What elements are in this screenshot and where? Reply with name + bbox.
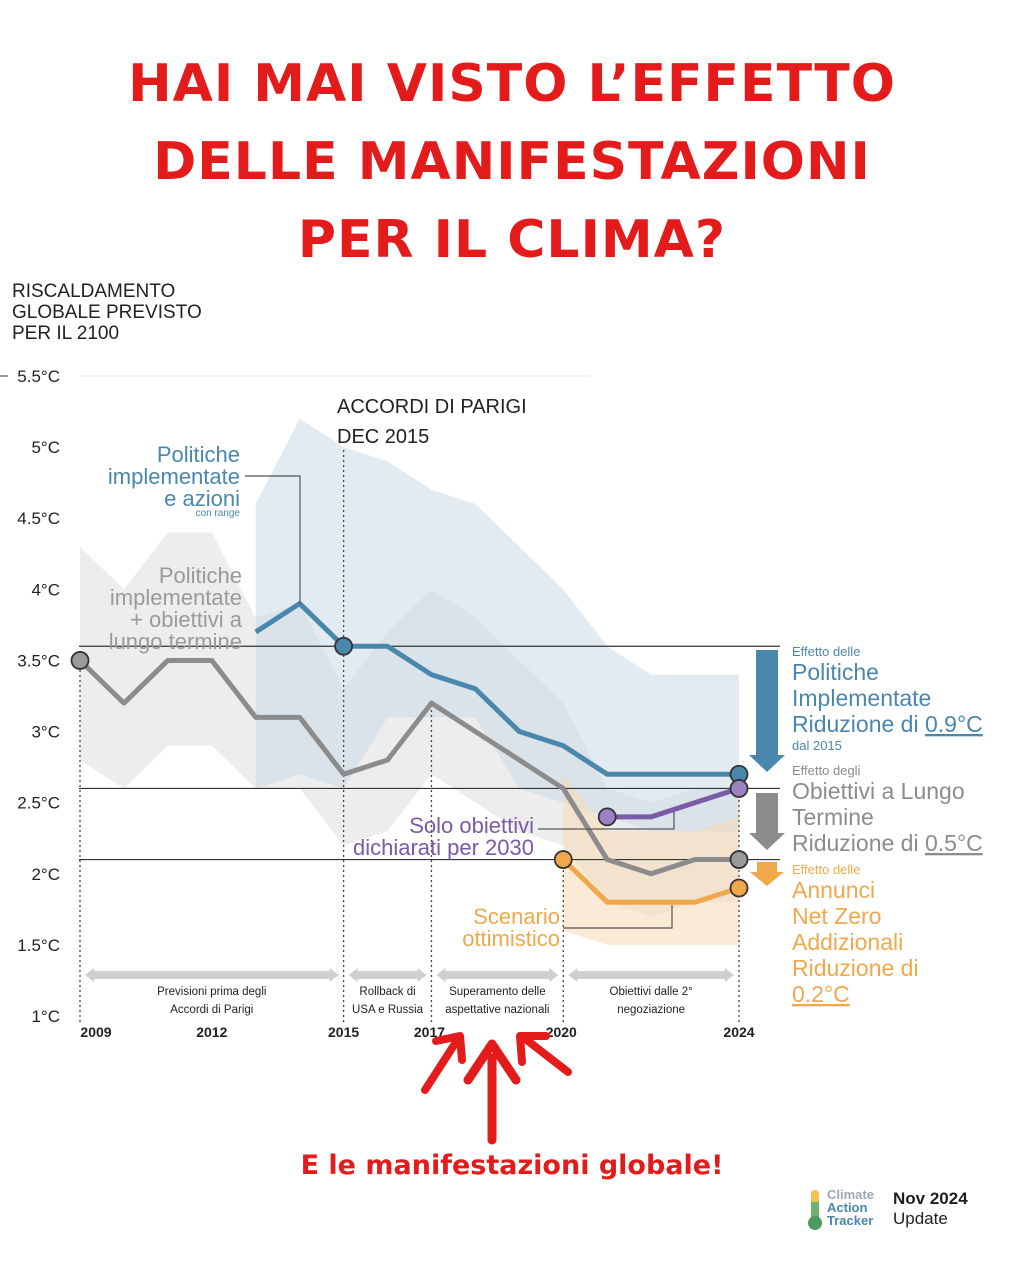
orange-series-label: Scenario [473,904,560,929]
period-arrow [85,968,339,982]
headline-line-2: DELLE MANIFESTAZIONI [153,132,871,192]
gray-effect-reduction-value: 0.5°C [925,830,983,856]
logo-line-3: Tracker [827,1213,874,1228]
orange-series-line [561,857,740,905]
period-arrow [568,968,734,982]
x-tick-label: 2020 [546,1024,577,1040]
y-tick-label: 3°C [31,723,60,742]
gray-start-marker [70,651,90,670]
orange-effect-body: Annunci [792,877,875,903]
period-label: Previsioni prima degli [157,986,266,998]
update-word: Update [893,1209,948,1228]
gray-effect-body: Obiettivi a Lungo [792,778,965,804]
y-axis-title-line: GLOBALE PREVISTO [12,302,202,323]
blue-series-sublabel: con range [196,508,241,519]
blue-series-line [254,601,739,777]
orange-effect-body: Riduzione di [792,955,919,981]
period-label: Obiettivi dalle 2° [610,986,693,998]
red-arrow-right-head [516,1032,550,1066]
purple-series-line [607,786,740,820]
y-tick-label: 1°C [31,1007,60,1026]
orange-series-label: ottimistico [462,926,560,951]
y-tick-label: 5°C [31,438,60,457]
logo-line-1: Climate [827,1187,874,1202]
red-arrow-left [421,1038,460,1094]
cat-logo-text: Climate Action Tracker [827,1188,874,1227]
period-label: Superamento delle [449,986,546,998]
y-tick-label: 2.5°C [17,794,60,813]
blue-effect-reduction-text: Riduzione di 0.9°C [792,711,983,737]
cta-text: E le manifestazioni globale! [300,1150,724,1181]
paris-annotation-line: DEC 2015 [337,426,429,448]
gray-series-line [78,657,739,877]
blue-effect-reduction-value: 0.9°C [925,711,983,737]
x-tick-label: 2015 [328,1024,359,1040]
orange-effect-body: Net Zero [792,903,881,929]
red-arrow-left-head [432,1032,466,1064]
update-label: Nov 2024 Update [893,1189,968,1229]
x-tick-label: 2009 [80,1024,111,1040]
x-tick-label: 2012 [196,1024,227,1040]
blue-paris-marker [334,636,354,656]
blue-range-band [255,418,739,832]
period-arrow [348,968,427,982]
gray-reduction-arrow [749,793,785,850]
gray-effect-reduction-text: Riduzione di 0.5°C [792,830,983,856]
orange-label-leader [563,905,673,929]
x-tick-label: 2017 [414,1024,445,1040]
gray-series-label: + obiettivi a [130,607,243,632]
blue-series-label: Politiche [157,442,240,467]
blue-effect-body: Implementate [792,685,931,711]
blue-effect-post: dal 2015 [792,738,842,753]
blue-effect-body: Politiche [792,659,879,685]
gray-series-label: Politiche [159,563,242,588]
period-label: negoziazione [617,1004,685,1016]
purple-end-marker [729,779,749,798]
y-axis-title-line: RISCALDAMENTO [12,281,175,302]
orange-reduction-arrow [750,862,784,886]
paris-annotation-line: ACCORDI DI PARIGI [337,396,527,418]
y-tick-label: 4.5°C [17,509,60,528]
y-axis-title-line: PER IL 2100 [12,323,119,344]
orange-end-marker [729,878,749,898]
x-tick-label: 2024 [723,1024,754,1040]
orange-effect-reduction-value: 0.2°C [792,981,850,1007]
logo-line-2: Action [827,1200,868,1215]
blue-label-leader [245,475,301,604]
y-tick-label: 4°C [31,580,60,599]
period-label: Rollback di [359,986,415,998]
red-arrow-right [524,1037,572,1076]
purple-series-label: dichiarati per 2030 [353,835,534,860]
y-tick-label: 1.5°C [17,936,60,955]
thermometer-icon [808,1190,822,1230]
orange-effect-pre: Effetto delle [792,862,860,877]
blue-series-label: e azioni [164,486,240,511]
period-arrow [436,968,559,982]
period-label: USA e Russia [352,1004,424,1016]
headline-line-3: PER IL CLIMA? [297,210,727,270]
gray-effect-pre: Effetto degli [792,763,861,778]
orange-start-marker [553,850,573,869]
purple-label-leader [538,812,675,830]
gray-series-label: implementate [110,585,242,610]
period-label: aspettative nazionali [445,1004,549,1016]
blue-series-label: implementate [108,464,240,489]
y-tick-label: 5.5°C [17,367,60,386]
blue-reduction-arrow [749,650,785,772]
gray-effect-body: Termine [792,804,874,830]
y-tick-label: 3.5°C [17,651,60,670]
red-arrow-center-head [463,1039,521,1085]
headline-line-1: HAI MAI VISTO L’EFFETTO [128,54,896,114]
purple-start-marker [597,807,617,827]
orange-effect-body: Addizionali [792,929,903,955]
blue-effect-pre: Effetto delle [792,644,860,659]
update-date: Nov 2024 [893,1189,968,1208]
period-label: Accordi di Parigi [170,1004,253,1016]
purple-series-label: Solo obiettivi [409,813,534,838]
gray-series-label: lungo termine [109,629,242,654]
gray-end-marker [729,850,749,869]
y-tick-label: 2°C [31,865,60,884]
